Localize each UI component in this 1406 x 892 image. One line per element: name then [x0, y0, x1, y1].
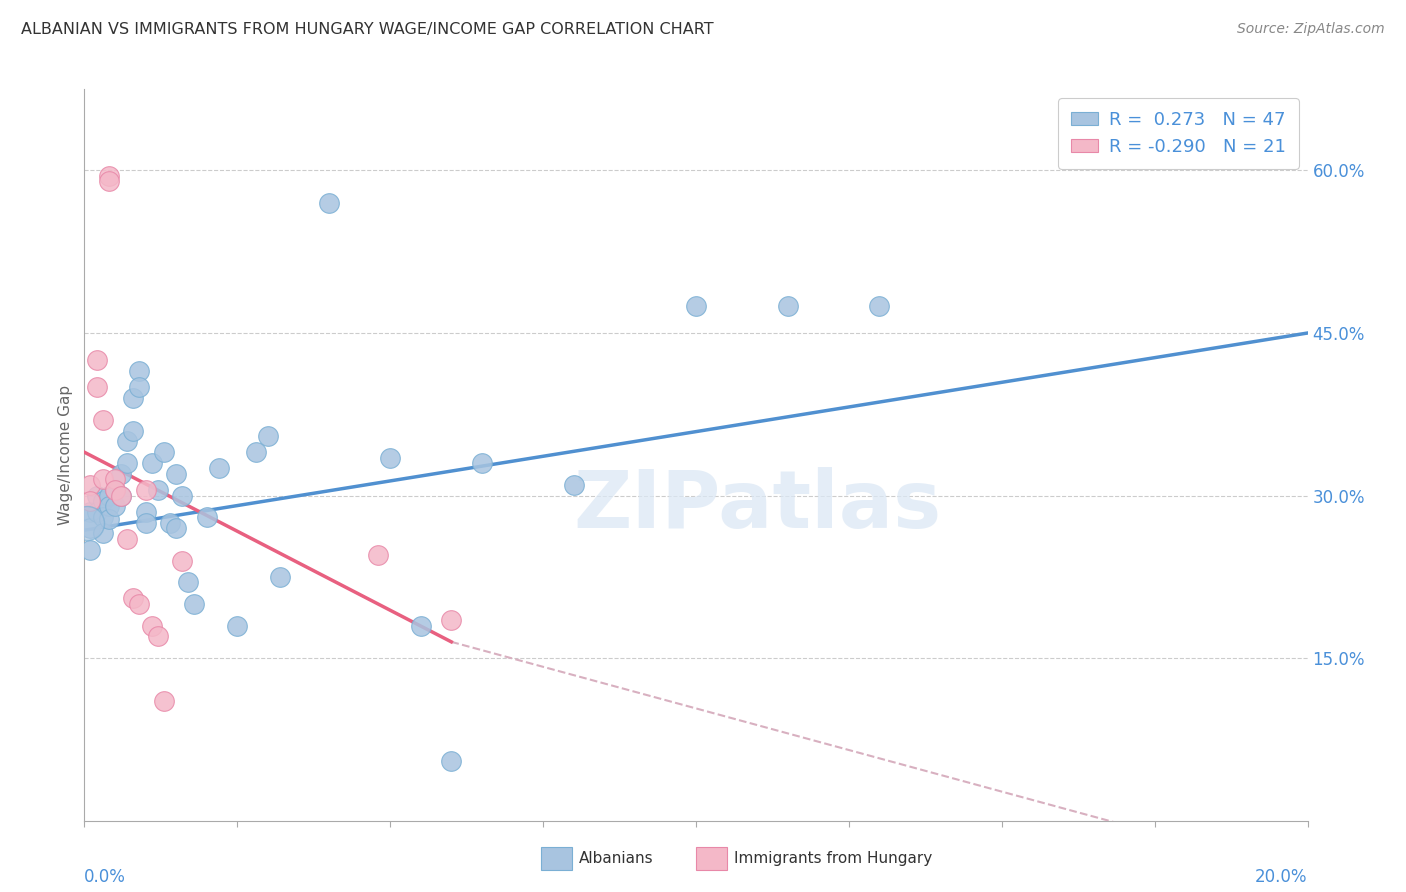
- Point: [177, 575, 200, 590]
- Point: [86, 380, 108, 394]
- Point: [380, 450, 402, 465]
- Point: [135, 483, 157, 497]
- Point: [245, 445, 267, 459]
- Point: [146, 483, 169, 497]
- Point: [869, 299, 891, 313]
- Point: [115, 456, 138, 470]
- Point: [257, 429, 280, 443]
- Point: [318, 196, 340, 211]
- Point: [153, 445, 176, 459]
- Point: [172, 553, 194, 567]
- Point: [91, 494, 114, 508]
- Text: 20.0%: 20.0%: [1256, 868, 1308, 886]
- Point: [226, 618, 249, 632]
- Point: [104, 483, 127, 497]
- Point: [685, 299, 707, 313]
- Point: [97, 500, 120, 514]
- Point: [79, 542, 101, 557]
- Point: [91, 526, 114, 541]
- Point: [135, 505, 157, 519]
- Point: [97, 174, 120, 188]
- Point: [128, 364, 150, 378]
- Point: [440, 613, 463, 627]
- Point: [97, 169, 120, 183]
- Point: [562, 477, 585, 491]
- Point: [110, 467, 132, 481]
- Point: [97, 512, 120, 526]
- Point: [91, 472, 114, 486]
- Point: [146, 629, 169, 643]
- Point: [110, 489, 132, 503]
- Point: [79, 477, 101, 491]
- Point: [471, 456, 494, 470]
- Point: [91, 510, 114, 524]
- Point: [141, 618, 163, 632]
- Text: Source: ZipAtlas.com: Source: ZipAtlas.com: [1237, 22, 1385, 37]
- Y-axis label: Wage/Income Gap: Wage/Income Gap: [58, 384, 73, 525]
- Legend: R =  0.273   N = 47, R = -0.290   N = 21: R = 0.273 N = 47, R = -0.290 N = 21: [1059, 98, 1299, 169]
- Text: Albanians: Albanians: [579, 852, 654, 866]
- Point: [104, 472, 127, 486]
- Point: [128, 380, 150, 394]
- Point: [76, 516, 98, 530]
- Point: [86, 489, 108, 503]
- Point: [165, 521, 187, 535]
- Point: [141, 456, 163, 470]
- Point: [128, 597, 150, 611]
- Text: Immigrants from Hungary: Immigrants from Hungary: [734, 852, 932, 866]
- Text: ALBANIAN VS IMMIGRANTS FROM HUNGARY WAGE/INCOME GAP CORRELATION CHART: ALBANIAN VS IMMIGRANTS FROM HUNGARY WAGE…: [21, 22, 714, 37]
- Text: 0.0%: 0.0%: [84, 868, 127, 886]
- Point: [269, 570, 291, 584]
- Point: [122, 391, 145, 405]
- Point: [115, 532, 138, 546]
- Point: [159, 516, 181, 530]
- Point: [79, 521, 101, 535]
- Point: [195, 510, 218, 524]
- Point: [122, 591, 145, 606]
- Point: [183, 597, 205, 611]
- Point: [79, 494, 101, 508]
- Point: [172, 489, 194, 503]
- Point: [79, 505, 101, 519]
- Point: [122, 424, 145, 438]
- Point: [86, 505, 108, 519]
- Point: [367, 548, 389, 562]
- Point: [97, 489, 120, 503]
- Point: [104, 483, 127, 497]
- Point: [165, 467, 187, 481]
- Point: [86, 353, 108, 368]
- Point: [104, 500, 127, 514]
- Point: [440, 754, 463, 768]
- Point: [110, 489, 132, 503]
- Point: [153, 694, 176, 708]
- Point: [208, 461, 231, 475]
- Text: ZIPatlas: ZIPatlas: [574, 467, 941, 545]
- Point: [135, 516, 157, 530]
- Point: [91, 413, 114, 427]
- Point: [409, 618, 432, 632]
- Point: [776, 299, 799, 313]
- Point: [115, 434, 138, 449]
